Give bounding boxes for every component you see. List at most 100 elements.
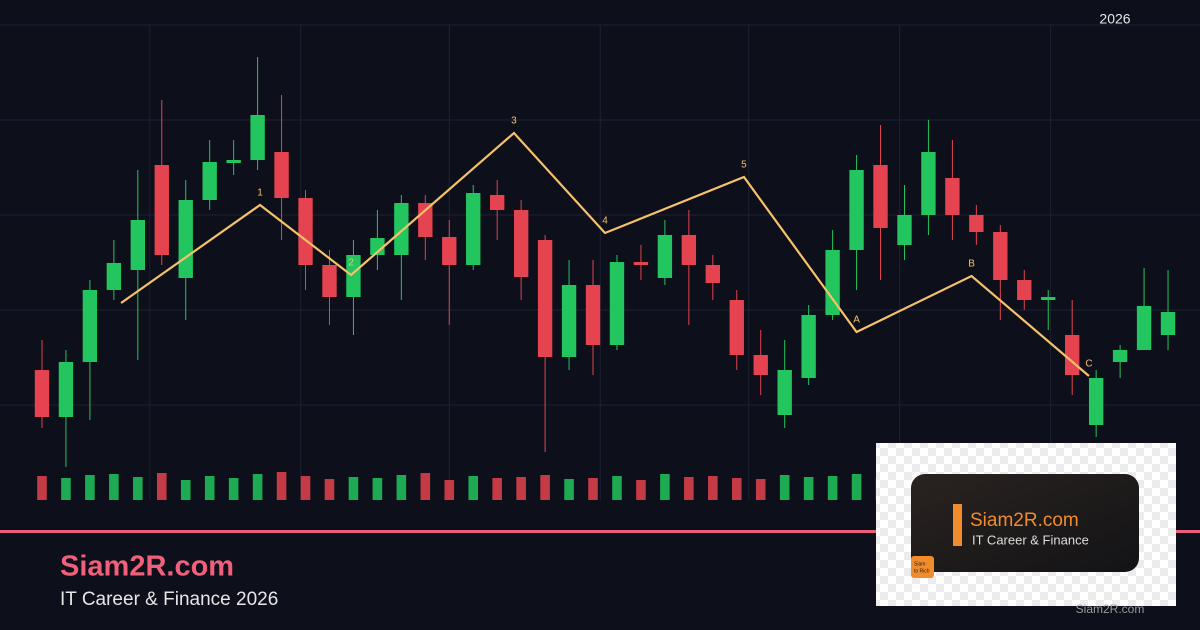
candle-body [657,235,673,278]
volume-bar [588,478,598,500]
volume-bar [731,478,742,500]
accent-bar [953,504,962,546]
logo-card: Siam2R.com IT Career & Finance Siam to R… [876,443,1176,606]
volume-bar [37,476,47,500]
candle-body [1112,350,1128,362]
candle-body [561,285,577,357]
volume-bar [396,475,407,500]
volume-bar [755,479,766,500]
candle-body [1160,312,1176,335]
volume-bar [133,477,143,500]
footer-brand: Siam2R.com [60,551,234,583]
volume-bar [252,474,263,500]
card-tagline: IT Career & Finance [972,532,1089,547]
candle-body [753,355,768,375]
volume-bar [324,479,335,500]
volume-bar [851,474,862,500]
candle-body [202,162,217,200]
footer-tagline: IT Career & Finance 2026 [60,589,278,610]
card [911,474,1139,572]
volume-bar [372,478,383,500]
volume-bar [61,478,71,500]
volume-bar [827,476,838,500]
volume-bar [156,473,167,500]
wave-label: 4 [602,216,608,227]
candle-body [681,235,697,265]
candle-body [106,263,122,290]
candle-body [1017,280,1032,300]
watermark: Siam2R.com [1076,602,1145,616]
candle-body [442,237,457,265]
candle-body [969,215,984,232]
candle-body [274,152,289,198]
volume-bar [348,477,359,500]
badge [911,556,934,578]
candle-body [873,165,888,228]
candle-body [58,362,74,417]
candle-body [705,265,720,283]
candle-body [585,285,601,345]
volume-bar [204,476,215,500]
volume-bar [684,477,694,500]
volume-bar [468,476,479,500]
volume-bar [444,480,455,500]
candle-body [322,265,337,297]
volume-bar [109,474,119,500]
candle-body [34,370,50,417]
candle-body [298,198,313,265]
card-brand: Siam2R.com [970,510,1079,531]
year-label: 2026 [1099,11,1130,27]
candle-body [513,210,529,277]
candle-body [466,193,481,265]
volume-bar [660,474,670,500]
wave-label: 1 [257,188,263,199]
candle-body [154,165,169,255]
candle-body [633,262,649,265]
wave-label: 5 [741,160,747,171]
candle-body [825,250,840,315]
candle-body [897,215,912,245]
candle-body [537,240,553,357]
volume-bar [564,479,574,500]
volume-bar [420,473,431,500]
candle-body [82,290,98,362]
wave-label: C [1085,359,1092,370]
candle-body [849,170,864,250]
candle-body [1136,306,1152,350]
volume-bar [612,476,622,500]
volume-bar [803,477,814,500]
volume-bar [85,475,95,500]
candle-body [226,160,241,163]
candle-body [993,232,1008,280]
wave-label: A [853,315,860,326]
candle-body [1041,297,1056,300]
candle-body [801,315,816,378]
volume-bar [228,478,239,500]
candle-body [1065,335,1080,375]
candle-body [921,152,936,215]
candle-body [346,255,361,297]
candle-body [418,203,433,237]
candle-body [370,238,385,255]
volume-bar [779,475,790,500]
wave-line [120,131,1090,377]
candle-body [394,203,409,255]
volume-bar [636,480,646,500]
candle-body [729,300,744,355]
volume-bar [180,480,191,500]
volume-bar [492,478,502,500]
wave-label: 2 [348,258,354,269]
wave-label: 3 [511,116,517,127]
volume-bar [276,472,287,500]
candle-body [777,370,792,415]
volume-bar [516,477,526,500]
badge-line: Siam [914,561,925,567]
candle-body [945,178,960,215]
candle-body [490,195,505,210]
candle-body [250,115,265,160]
volume-bar [540,475,550,500]
volume-bar [708,476,718,500]
candle-body [609,262,625,345]
badge-line: to Rich [914,568,930,574]
